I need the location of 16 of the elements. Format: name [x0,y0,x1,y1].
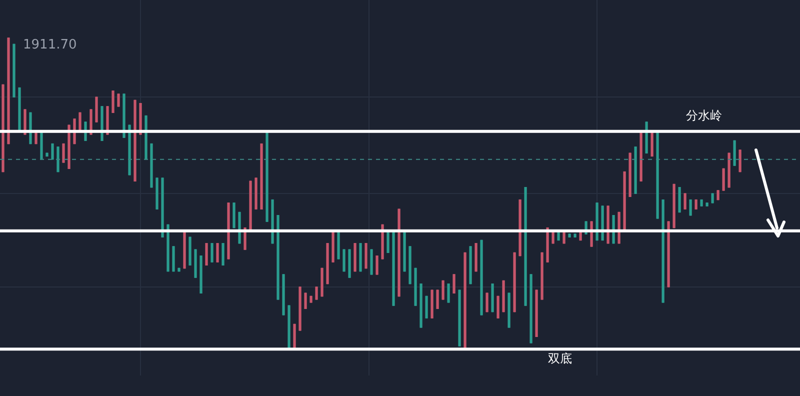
candlestick [694,199,698,210]
candlestick [716,190,720,200]
candlestick [46,152,48,157]
candlestick [574,234,576,238]
candlestick [310,296,312,303]
ref-line-label: 分水岭 [686,108,722,122]
candlestick [117,94,120,107]
candlestick [700,199,703,206]
candlestick [315,286,318,300]
ref-line-label: 双底 [548,351,572,366]
candlestick [178,268,180,272]
candlestick [711,193,714,204]
annotation: 1911.70 [23,37,77,52]
candlestick [689,199,692,216]
candlestick [568,234,571,238]
candlestick [706,202,708,206]
